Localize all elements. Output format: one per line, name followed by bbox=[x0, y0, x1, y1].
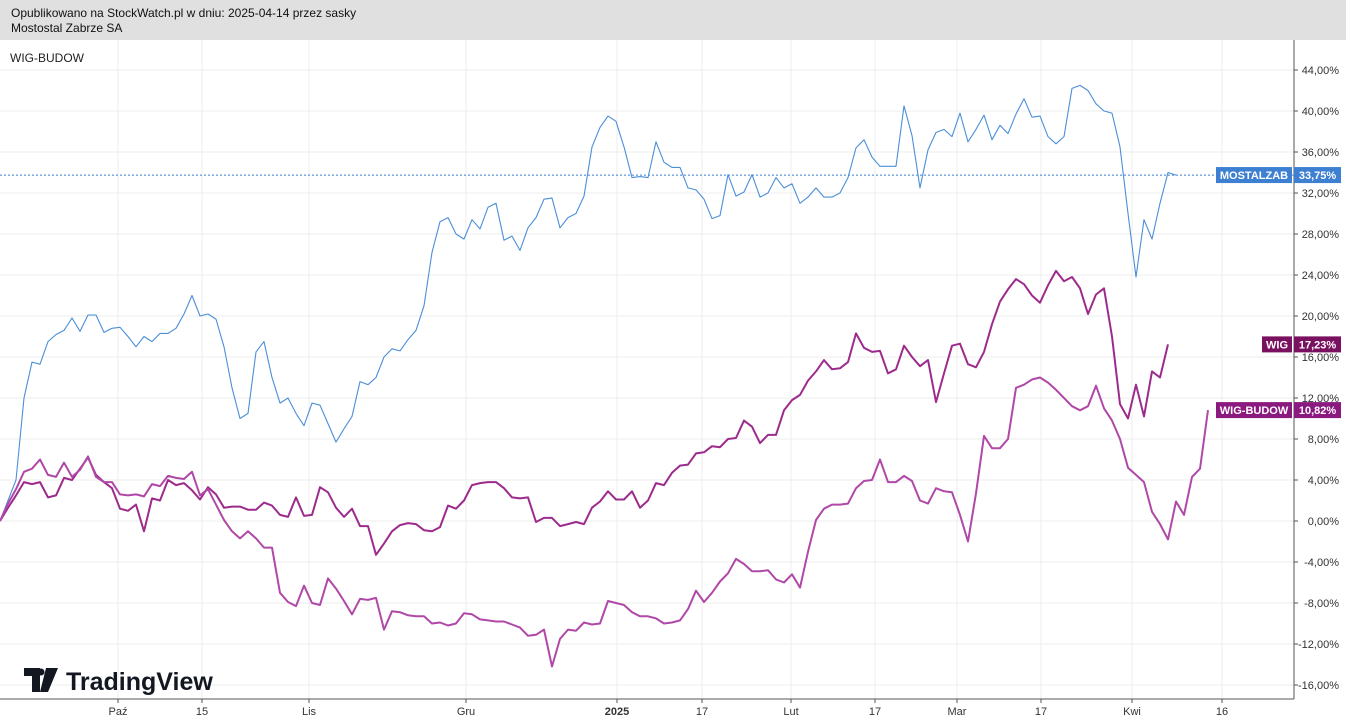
axes bbox=[0, 40, 1295, 700]
series-line-wig bbox=[0, 269, 1169, 556]
y-tick-label: -12,00% bbox=[1298, 639, 1339, 651]
y-tick-label: -16,00% bbox=[1298, 680, 1339, 692]
badge-series-name: MOSTALZAB bbox=[1220, 170, 1288, 182]
tradingview-logo-dot bbox=[37, 668, 45, 676]
y-tick-label: 28,00% bbox=[1302, 229, 1340, 241]
x-tick-label: 17 bbox=[869, 706, 881, 718]
badge-last-value: 10,82% bbox=[1299, 405, 1337, 417]
tradingview-logo-icon bbox=[24, 668, 58, 692]
y-tick-label: 32,00% bbox=[1302, 188, 1340, 200]
badge-wig-budow: WIG-BUDOW 10,82% bbox=[1216, 402, 1341, 419]
badge-mostalzab: MOSTALZAB 33,75% bbox=[1216, 167, 1341, 184]
tradingview-wordmark: TradingView bbox=[66, 668, 213, 696]
y-tick-label: -8,00% bbox=[1304, 598, 1339, 610]
series-line-mostalzab bbox=[0, 84, 1177, 522]
last-value-badges: MOSTALZAB 33,75% WIG 17,23% WIG-BUDOW 10,82% bbox=[1216, 167, 1341, 419]
series-lines bbox=[0, 84, 1209, 668]
y-tick-label: 16,00% bbox=[1302, 352, 1340, 364]
chart-header: Opublikowano na StockWatch.pl w dniu: 20… bbox=[0, 0, 1346, 40]
badge-value-bg bbox=[1294, 336, 1341, 353]
y-tick-label: 12,00% bbox=[1302, 393, 1340, 405]
y-tick-label: 20,00% bbox=[1302, 311, 1340, 323]
y-tick-label: 4,00% bbox=[1308, 475, 1339, 487]
x-tick-label: 17 bbox=[696, 706, 708, 718]
badge-wig: WIG 17,23% bbox=[1262, 336, 1341, 353]
x-tick-label: Paź bbox=[109, 706, 128, 718]
company-name: Mostostal Zabrze SA bbox=[11, 21, 123, 35]
y-tick-label: 8,00% bbox=[1308, 434, 1339, 446]
tradingview-watermark: TradingView bbox=[24, 668, 213, 696]
x-tick-label: 2025 bbox=[605, 706, 629, 718]
series-line-wig-budow bbox=[0, 376, 1209, 668]
badge-value-bg bbox=[1294, 402, 1341, 419]
x-tick-label: Lis bbox=[302, 706, 317, 718]
x-tick-label: 17 bbox=[1035, 706, 1047, 718]
line-chart[interactable]: 44,00% 40,00% 36,00% 32,00% 28,00% 24,00% 20,0… bbox=[0, 40, 1346, 719]
y-tick-label: -4,00% bbox=[1304, 557, 1339, 569]
x-tick-label: 15 bbox=[196, 706, 208, 718]
badge-last-value: 33,75% bbox=[1299, 170, 1337, 182]
badge-series-name: WIG-BUDOW bbox=[1220, 405, 1289, 417]
badge-name-bg bbox=[1216, 167, 1292, 184]
badge-name-bg bbox=[1216, 402, 1292, 419]
y-tick-label: 40,00% bbox=[1302, 106, 1340, 118]
x-tick-label: 16 bbox=[1216, 706, 1228, 718]
x-axis-ticks: Paź 15 Lis Gru 2025 17 Lut 17 Mar 17 Kwi 16 bbox=[109, 699, 1228, 718]
badge-value-bg bbox=[1294, 167, 1341, 184]
grid-lines bbox=[0, 40, 1294, 699]
x-tick-label: Mar bbox=[948, 706, 967, 718]
y-tick-label: 44,00% bbox=[1302, 65, 1340, 77]
badge-last-value: 17,23% bbox=[1299, 339, 1337, 351]
y-axis-ticks: 44,00% 40,00% 36,00% 32,00% 28,00% 24,00% 20,0… bbox=[1294, 65, 1339, 692]
x-tick-label: Gru bbox=[457, 706, 475, 718]
x-tick-label: Kwi bbox=[1123, 706, 1141, 718]
y-tick-label: 24,00% bbox=[1302, 270, 1340, 282]
y-tick-label: 36,00% bbox=[1302, 147, 1340, 159]
x-tick-label: Lut bbox=[783, 706, 798, 718]
chart-symbol-label: WIG-BUDOW bbox=[10, 51, 84, 65]
y-tick-label: 0,00% bbox=[1308, 516, 1339, 528]
badge-series-name: WIG bbox=[1266, 339, 1288, 351]
published-info: Opublikowano na StockWatch.pl w dniu: 20… bbox=[11, 6, 357, 20]
badge-name-bg bbox=[1262, 336, 1292, 353]
